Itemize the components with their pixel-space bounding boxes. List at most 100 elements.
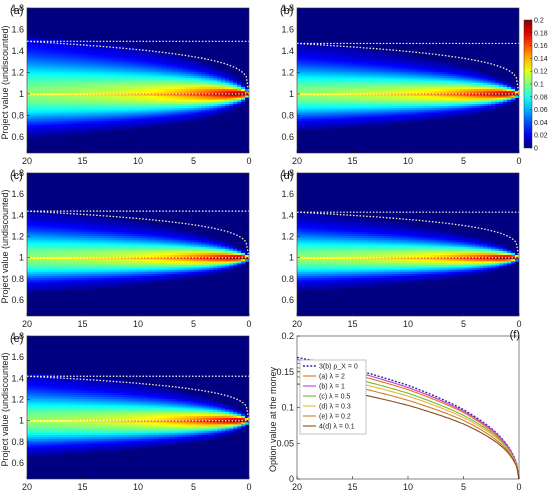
heatmap-cell xyxy=(169,86,175,90)
heatmap-cell xyxy=(423,112,429,116)
heatmap-cell xyxy=(316,86,322,90)
heatmap-cell xyxy=(415,61,421,64)
heatmap-cell xyxy=(38,76,44,79)
heatmap-cell xyxy=(38,67,44,71)
heatmap-cell xyxy=(360,57,365,60)
heatmap-cell xyxy=(145,278,151,281)
heatmap-cell xyxy=(408,69,413,73)
heatmap-cell xyxy=(34,282,40,285)
heatmap-cell xyxy=(94,61,99,64)
heatmap-cell xyxy=(46,37,52,41)
heatmap-cell xyxy=(42,259,48,262)
heatmap-cell xyxy=(74,250,79,254)
heatmap-cell xyxy=(66,219,71,222)
heatmap-cell xyxy=(324,99,330,103)
heatmap-cell xyxy=(78,48,83,52)
heatmap-cell xyxy=(66,244,71,247)
heatmap-cell xyxy=(98,121,103,124)
heatmap-cell xyxy=(138,259,143,262)
heatmap-cell xyxy=(297,50,302,54)
heatmap-cell xyxy=(153,121,159,124)
heatmap-cell xyxy=(173,84,179,88)
heatmap-cell xyxy=(126,59,131,62)
heatmap-cell xyxy=(82,91,87,94)
heatmap-cell xyxy=(427,112,433,116)
heatmap-cell xyxy=(42,78,48,81)
heatmap-cell xyxy=(66,240,71,243)
heatmap-cell xyxy=(404,86,409,90)
heatmap-cell xyxy=(439,112,445,116)
heatmap-cell xyxy=(34,123,40,126)
heatmap-cell xyxy=(106,265,111,269)
heatmap-cell xyxy=(130,231,135,235)
heatmap-cell xyxy=(352,65,357,69)
heatmap-cell xyxy=(189,93,194,96)
heatmap-cell xyxy=(82,86,87,90)
heatmap-cell xyxy=(173,276,179,279)
heatmap-cell xyxy=(70,91,75,94)
heatmap-cell xyxy=(324,108,330,111)
heatmap-cell xyxy=(229,84,234,88)
heatmap-cell xyxy=(78,259,83,262)
heatmap-cell xyxy=(106,99,111,103)
heatmap-cell xyxy=(185,233,190,237)
heatmap-cell xyxy=(372,91,377,94)
heatmap-cell xyxy=(340,106,345,109)
heatmap-cell xyxy=(74,125,79,128)
heatmap-cell xyxy=(114,121,119,124)
heatmap-cell xyxy=(122,240,127,243)
heatmap-cell xyxy=(74,269,79,273)
heatmap-cell xyxy=(114,95,119,98)
heatmap-cell xyxy=(332,50,338,54)
heatmap-cell xyxy=(392,86,397,90)
heatmap-cell xyxy=(165,261,171,264)
heatmap-cell xyxy=(312,65,318,69)
heatmap-cell xyxy=(312,123,318,126)
heatmap-cell xyxy=(58,37,64,41)
heatmap-cell xyxy=(340,125,345,128)
heatmap-cell xyxy=(102,265,107,269)
heatmap-cell xyxy=(70,280,75,283)
heatmap-cell xyxy=(153,74,159,77)
heatmap-cell xyxy=(90,261,95,264)
heatmap-cell xyxy=(201,91,206,94)
heatmap-cell xyxy=(423,110,429,113)
heatmap-cell xyxy=(118,273,123,277)
heatmap-cell xyxy=(126,74,131,77)
heatmap-cell xyxy=(400,101,405,105)
heatmap-cell xyxy=(126,63,131,66)
heatmap-cell xyxy=(134,106,139,109)
heatmap-cell xyxy=(297,127,302,130)
heatmap-cell xyxy=(50,217,56,220)
heatmap-cell xyxy=(78,78,83,81)
heatmap-cell xyxy=(507,99,512,103)
heatmap-cell xyxy=(86,248,91,252)
heatmap-cell xyxy=(511,95,516,98)
heatmap-cell xyxy=(102,86,107,90)
heatmap-cell xyxy=(82,108,87,111)
heatmap-cell xyxy=(86,250,91,254)
heatmap-cell xyxy=(54,127,60,130)
heatmap-cell xyxy=(165,65,171,69)
heatmap-cell xyxy=(153,84,159,88)
heatmap-cell xyxy=(130,65,135,69)
heatmap-cell xyxy=(94,242,99,245)
heatmap-cell xyxy=(447,112,452,116)
heatmap-cell xyxy=(332,82,338,86)
heatmap-cell xyxy=(217,76,222,79)
heatmap-cell xyxy=(118,267,123,271)
heatmap-cell xyxy=(415,110,421,113)
heatmap-cell xyxy=(138,69,143,73)
heatmap-cell xyxy=(447,74,452,77)
heatmap-cell xyxy=(98,80,103,84)
heatmap-cell xyxy=(138,84,143,88)
heatmap-cell xyxy=(451,82,456,86)
heatmap-cell xyxy=(400,97,405,101)
heatmap-cell xyxy=(499,95,504,98)
heatmap-cell xyxy=(94,255,99,258)
heatmap-cell xyxy=(336,112,341,116)
heatmap-cell xyxy=(471,110,476,113)
heatmap-cell xyxy=(114,50,119,54)
heatmap-cell xyxy=(443,112,449,116)
heatmap-cell xyxy=(138,278,143,281)
